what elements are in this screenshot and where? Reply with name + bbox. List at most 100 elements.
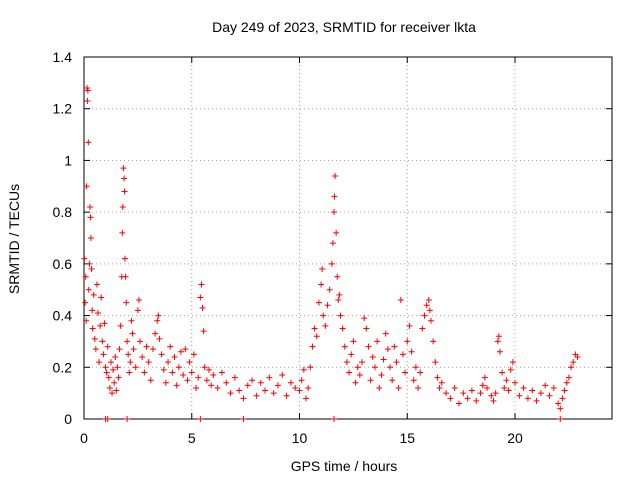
data-point <box>313 333 320 340</box>
data-point <box>423 302 430 309</box>
data-point <box>335 297 342 304</box>
data-point <box>499 369 506 376</box>
data-point <box>451 384 458 391</box>
data-point <box>124 338 131 345</box>
data-point <box>249 377 256 384</box>
data-point <box>240 416 247 422</box>
data-point <box>116 346 123 353</box>
data-point <box>132 364 139 371</box>
data-point <box>81 255 88 262</box>
data-point <box>309 343 316 350</box>
data-point <box>496 348 503 355</box>
data-point <box>83 317 90 324</box>
data-point <box>90 291 97 298</box>
data-point <box>477 390 484 397</box>
data-point <box>111 379 118 386</box>
data-point <box>559 395 566 402</box>
data-point <box>292 384 299 391</box>
x-axis-title: GPS time / hours <box>291 458 398 474</box>
data-point <box>563 379 570 386</box>
data-point <box>121 175 128 182</box>
data-point <box>135 297 142 304</box>
data-point <box>419 325 426 332</box>
data-point <box>443 390 450 397</box>
data-point <box>97 322 104 329</box>
data-point <box>399 351 406 358</box>
data-point <box>88 266 95 273</box>
data-point <box>175 364 182 371</box>
data-point <box>266 374 273 381</box>
data-point <box>334 273 341 280</box>
x-tick-label: 20 <box>507 430 523 446</box>
data-point <box>369 353 376 360</box>
data-point <box>402 369 409 376</box>
data-point <box>104 343 111 350</box>
data-point <box>123 299 130 306</box>
data-point <box>100 351 107 358</box>
data-point <box>145 359 152 366</box>
data-point <box>190 351 197 358</box>
data-point <box>512 379 519 386</box>
data-point <box>520 384 527 391</box>
data-point <box>494 338 501 345</box>
data-point <box>199 304 206 311</box>
data-point <box>122 273 129 280</box>
data-point <box>107 359 114 366</box>
data-point <box>302 395 309 402</box>
data-point <box>473 397 480 404</box>
data-point <box>387 364 394 371</box>
data-point <box>86 260 93 267</box>
data-point <box>253 392 260 399</box>
data-point <box>205 366 212 373</box>
data-point <box>410 377 417 384</box>
data-point <box>257 379 264 386</box>
data-point <box>114 364 121 371</box>
data-point <box>395 384 402 391</box>
data-point <box>227 390 234 397</box>
data-point <box>361 315 368 322</box>
data-point <box>200 328 207 335</box>
data-point <box>182 346 189 353</box>
data-point <box>455 400 462 407</box>
data-point <box>158 351 165 358</box>
data-point <box>84 97 91 104</box>
data-point <box>210 372 217 379</box>
data-point <box>430 338 437 345</box>
data-point <box>568 364 575 371</box>
data-point <box>380 356 387 363</box>
data-point <box>425 297 432 304</box>
data-point <box>101 320 108 327</box>
data-point <box>89 307 96 314</box>
data-point <box>155 312 162 319</box>
data-point <box>326 286 333 293</box>
data-point <box>397 297 404 304</box>
data-point <box>201 364 208 371</box>
data-point <box>412 364 419 371</box>
data-point <box>82 299 89 306</box>
data-point <box>156 335 163 342</box>
data-point <box>391 343 398 350</box>
data-point <box>244 382 251 389</box>
y-tick-label: 1 <box>64 152 72 168</box>
data-point <box>346 369 353 376</box>
data-point <box>96 359 103 366</box>
data-point <box>130 346 137 353</box>
data-point <box>427 317 434 324</box>
data-point <box>218 369 225 376</box>
data-point <box>147 377 154 384</box>
data-point <box>432 359 439 366</box>
data-point <box>87 203 94 210</box>
y-tick-label: 0.8 <box>53 204 73 220</box>
data-point <box>320 312 327 319</box>
y-tick-label: 0.6 <box>53 256 73 272</box>
data-point <box>87 235 94 241</box>
data-point <box>128 317 135 324</box>
data-point <box>87 214 94 221</box>
data-point <box>393 359 400 366</box>
data-point <box>382 330 389 337</box>
data-point <box>322 322 329 329</box>
data-point <box>524 395 531 402</box>
data-point <box>177 348 184 355</box>
data-point <box>542 382 549 389</box>
